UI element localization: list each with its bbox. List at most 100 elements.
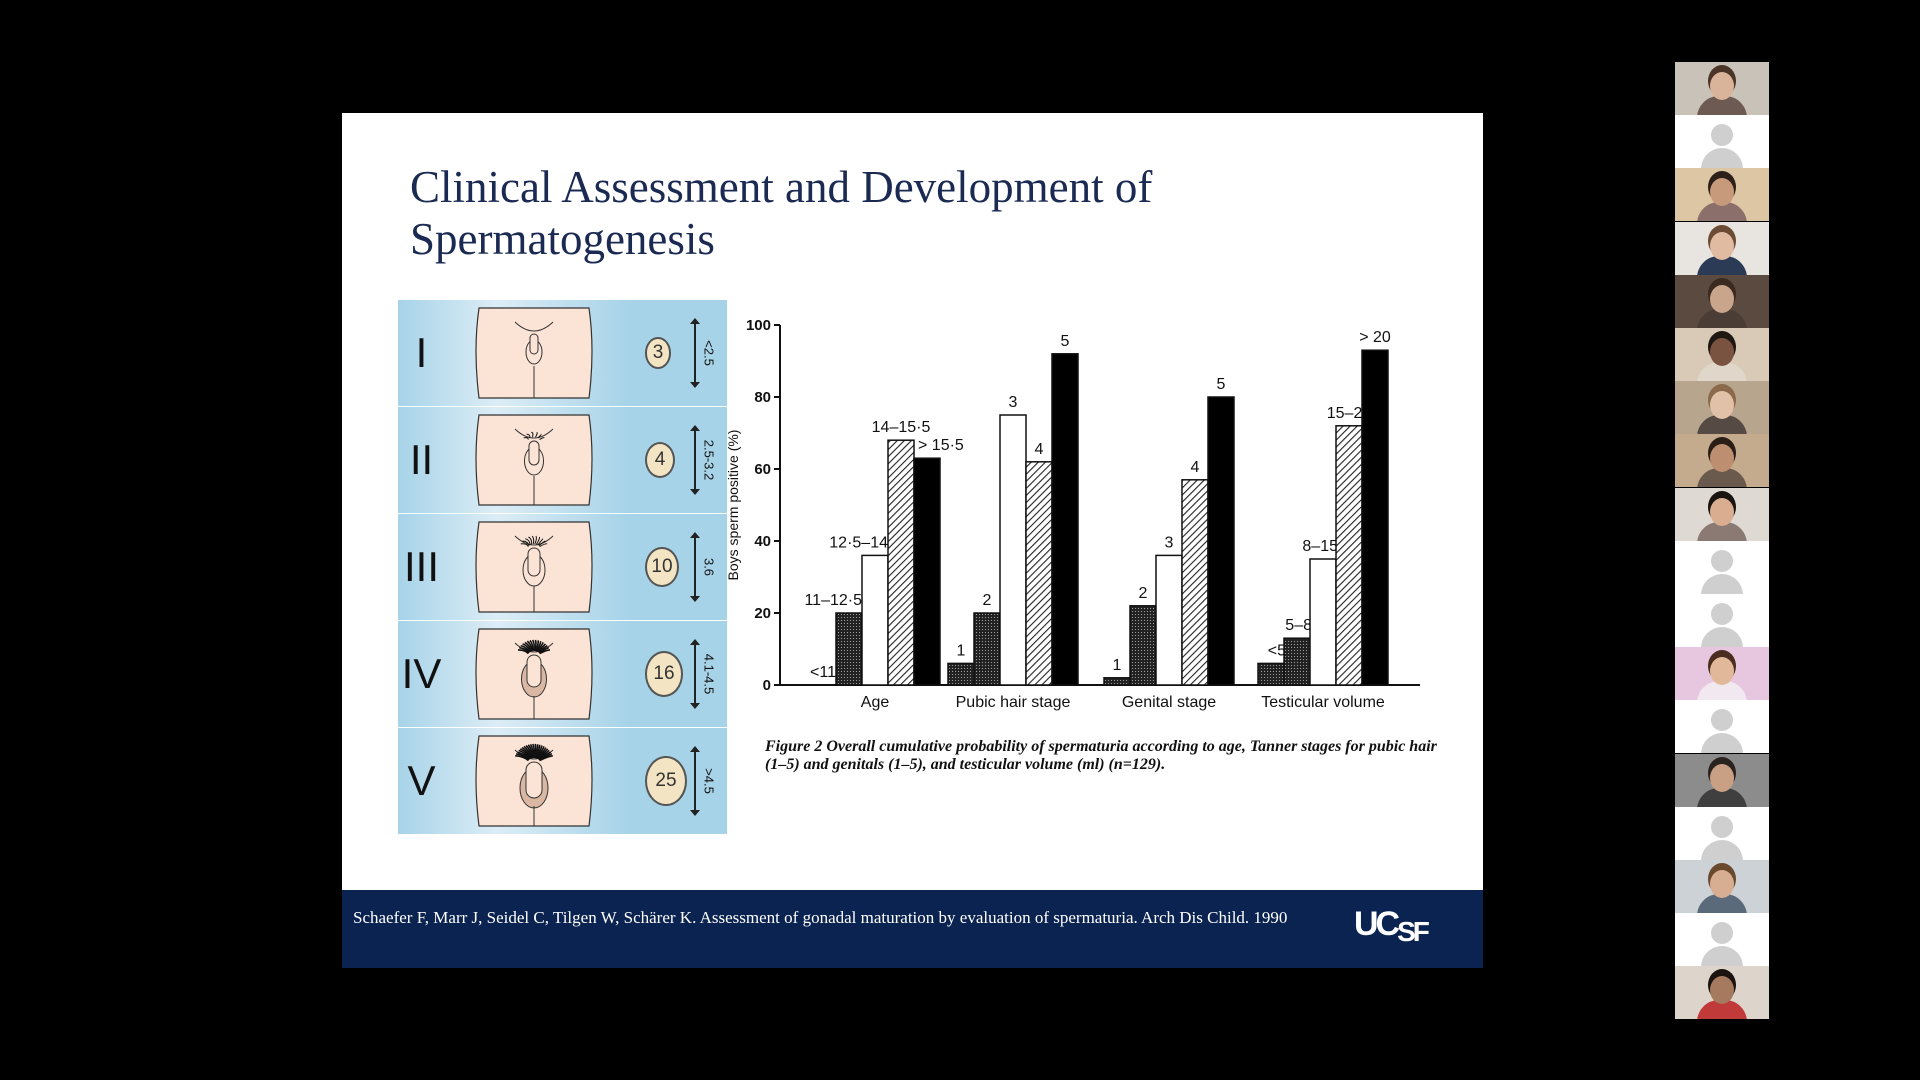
testis-orchidometer-bead: 3 (645, 337, 671, 369)
testicular-volume-column: 4 2.5-3.2 (623, 407, 727, 513)
participant-tile-no-video[interactable] (1675, 806, 1769, 860)
participant-video-tile[interactable] (1675, 487, 1769, 541)
double-arrow-icon (690, 639, 700, 709)
chart-bar (1207, 396, 1235, 686)
participant-face (1710, 391, 1734, 420)
chart-bar-label: > 20 (1359, 329, 1391, 346)
chart-bar (1335, 425, 1363, 686)
participant-body (1697, 894, 1747, 913)
tanner-stage-row: II 4 2.5-3.2 (398, 407, 727, 513)
participant-tile-no-video[interactable] (1675, 540, 1769, 594)
participant-gallery (1675, 62, 1769, 1020)
participant-body (1697, 1000, 1747, 1020)
participant-body (1697, 468, 1747, 488)
chart-y-tick-label: 60 (754, 461, 771, 478)
chart-bar-label: 1 (957, 642, 966, 659)
participant-face (1710, 870, 1734, 898)
participant-body (1697, 202, 1747, 222)
tanner-stage-numeral: II (409, 436, 434, 483)
participant-video-tile[interactable] (1675, 168, 1769, 222)
chart-bar (1155, 554, 1183, 686)
participant-video-tile[interactable] (1675, 647, 1769, 701)
participant-video-tile[interactable] (1675, 434, 1769, 488)
chart-bar-label: 5 (1217, 376, 1226, 393)
testis-orchidometer-bead: 25 (645, 755, 687, 807)
participant-video-tile[interactable] (1675, 274, 1769, 328)
chart-bar-label: <11 (810, 664, 836, 681)
double-arrow-icon (690, 318, 700, 388)
double-arrow-icon (690, 746, 700, 816)
participant-body (1697, 96, 1747, 115)
chart-bar-label: 11–12·5 (804, 592, 862, 609)
chart-bar-label: 3 (1165, 534, 1174, 551)
chart-bar-label: 4 (1191, 459, 1200, 476)
tanner-stage-figure: I 3 <2.5 II 4 2.5-3.2 III 10 3.6 IV 16 4.1-4.5 V 25 >4… (398, 300, 727, 835)
participant-video-tile[interactable] (1675, 328, 1769, 381)
tanner-stage-row: I 3 <2.5 (398, 300, 727, 406)
participant-face (1710, 763, 1734, 792)
participant-video-tile[interactable] (1675, 221, 1769, 275)
chart-bar (1181, 479, 1209, 686)
testis-length-range-label: <2.5 (701, 340, 717, 366)
participant-video-tile[interactable] (1675, 966, 1769, 1020)
tanner-stage-numeral: I (415, 329, 428, 376)
chart-x-group-label: Pubic hair stage (956, 694, 1071, 711)
chart-x-group-label: Age (861, 694, 890, 711)
double-arrow-icon (690, 425, 700, 495)
ucsf-logo: UCSF (1354, 905, 1430, 947)
testis-length-range: <2.5 (690, 318, 719, 388)
avatar-icon (1701, 946, 1743, 967)
participant-face (1710, 657, 1734, 686)
chart-x-group-label: Testicular volume (1261, 694, 1385, 711)
participant-video-tile[interactable] (1675, 62, 1769, 115)
chart-bar (1051, 353, 1079, 686)
participant-body (1697, 681, 1747, 701)
participant-video-tile[interactable] (1675, 381, 1769, 435)
participant-face (1710, 231, 1734, 260)
chart-bar (1257, 662, 1285, 686)
tanner-stage-row: III 10 3.6 (398, 514, 727, 620)
chart-bar-label: <5 (1268, 642, 1286, 659)
chart-bar-label: 1 (1113, 657, 1122, 674)
chart-bar-label: 5 (1061, 333, 1070, 350)
tanner-stage-row: V 25 >4.5 (398, 728, 727, 834)
participant-video-tile[interactable] (1675, 753, 1769, 807)
chart-y-tick-label: 100 (746, 317, 771, 334)
participant-tile-no-video[interactable] (1675, 700, 1769, 754)
testicular-volume-column: 10 3.6 (623, 514, 727, 620)
tanner-stage-illustration (445, 407, 623, 513)
participant-video-tile[interactable] (1675, 860, 1769, 913)
chart-bar (947, 662, 975, 686)
chart-bar (1129, 605, 1157, 686)
testis-orchidometer-bead: 16 (645, 651, 683, 697)
chart-bar-label: 3 (1009, 394, 1018, 411)
chart-bar-label: 4 (1035, 441, 1044, 458)
chart-bar (913, 457, 941, 686)
chart-x-group-label: Genital stage (1122, 694, 1216, 711)
double-arrow-icon (690, 532, 700, 602)
participant-body (1697, 787, 1747, 807)
chart-bar (1361, 349, 1389, 686)
tanner-stage-numeral: III (403, 543, 439, 590)
testis-orchidometer-bead: 10 (645, 546, 679, 588)
chart-bar (973, 612, 1001, 686)
chart-y-tick-label: 20 (754, 605, 771, 622)
testis-length-range-label: 4.1-4.5 (701, 653, 717, 695)
testicular-volume-column: 16 4.1-4.5 (623, 621, 727, 727)
avatar-icon (1711, 603, 1733, 625)
participant-tile-no-video[interactable] (1675, 115, 1769, 169)
testis-length-range: 2.5-3.2 (690, 425, 719, 495)
participant-body (1697, 255, 1747, 275)
participant-face (1710, 976, 1734, 1005)
testicular-volume-column: 3 <2.5 (623, 300, 727, 406)
participant-tile-no-video[interactable] (1675, 594, 1769, 647)
chart-bar-label: > 15·5 (918, 437, 964, 454)
testis-length-range: 4.1-4.5 (690, 639, 719, 709)
chart-bar (1309, 558, 1337, 686)
avatar-icon (1711, 815, 1733, 838)
avatar-icon (1701, 733, 1743, 754)
participant-body (1697, 521, 1747, 541)
avatar-icon (1711, 922, 1733, 945)
participant-tile-no-video[interactable] (1675, 913, 1769, 967)
